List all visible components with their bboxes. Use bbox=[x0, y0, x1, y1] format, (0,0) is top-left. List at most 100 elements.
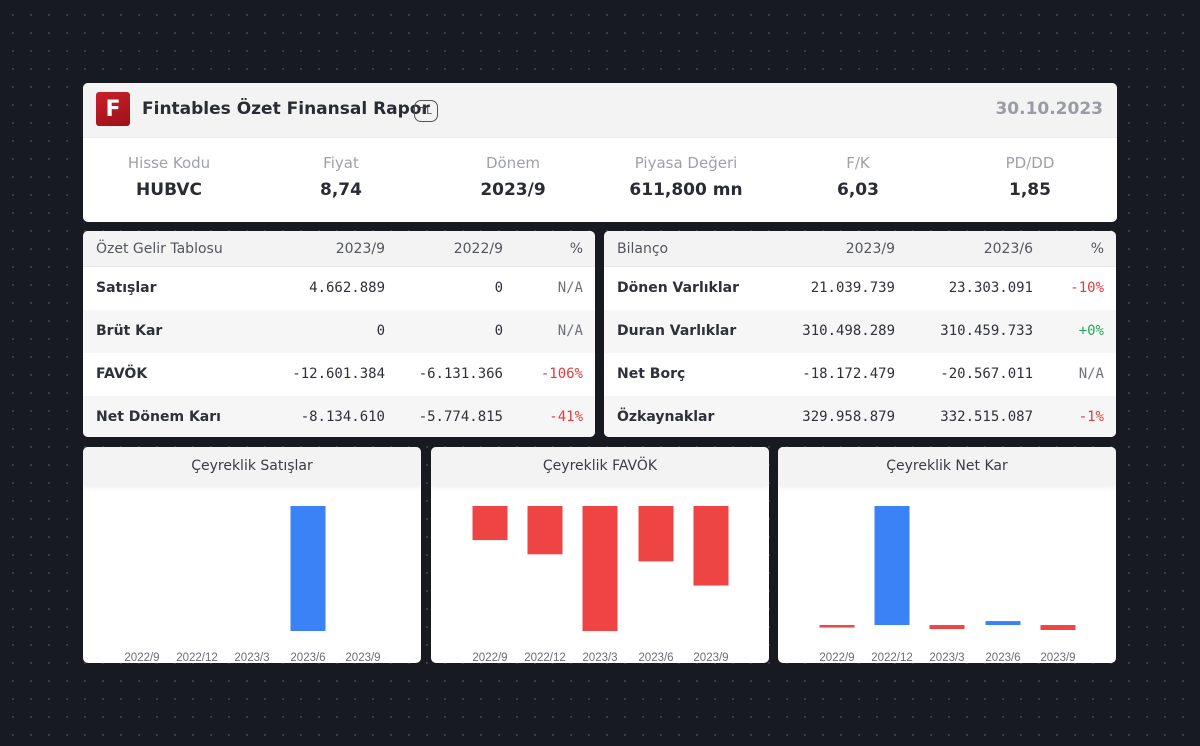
chart-bar bbox=[874, 506, 910, 626]
report-date: 30.10.2023 bbox=[995, 99, 1103, 119]
table-row: Net Dönem Karı -8.134.610 -5.774.815 -41… bbox=[83, 396, 595, 437]
x-tick-label: 2022/12 bbox=[176, 652, 218, 663]
x-tick-label: 2023/6 bbox=[985, 652, 1020, 663]
metric-market-cap: Piyasa Değeri 611,800 mn bbox=[591, 138, 781, 200]
metric-label: Fiyat bbox=[323, 154, 359, 172]
cell-change: N/A bbox=[1078, 366, 1104, 382]
x-tick-label: 2023/6 bbox=[638, 652, 673, 663]
chart-bar bbox=[638, 506, 674, 562]
metric-label: Piyasa Değeri bbox=[634, 154, 738, 172]
cell-current: -8.134.610 bbox=[300, 409, 385, 425]
chart-bar bbox=[929, 625, 965, 630]
cell-current: 4.662.889 bbox=[309, 280, 385, 296]
balance-sheet-table: Bilanço 2023/9 2023/6 % Dönen Varlıklar … bbox=[604, 231, 1116, 437]
chart-title: Çeyreklik FAVÖK bbox=[431, 447, 769, 485]
x-tick-label: 2023/9 bbox=[345, 652, 380, 663]
row-label: Dönen Varlıklar bbox=[617, 280, 740, 296]
table-row: Net Borç -18.172.479 -20.567.011 N/A bbox=[604, 353, 1116, 396]
x-tick-label: 2023/3 bbox=[234, 652, 269, 663]
fintables-logo-icon: F bbox=[96, 92, 130, 126]
report-title: Fintables Özet Finansal Rapor bbox=[142, 99, 430, 119]
cell-change: -106% bbox=[540, 366, 583, 382]
cell-previous: 310.459.733 bbox=[940, 323, 1033, 339]
x-tick-label: 2022/9 bbox=[472, 652, 507, 663]
chart-title: Çeyreklik Satışlar bbox=[83, 447, 421, 485]
cell-change: +0% bbox=[1078, 323, 1104, 339]
x-tick-label: 2022/9 bbox=[819, 652, 854, 663]
metric-label: PD/DD bbox=[1005, 154, 1055, 172]
metric-value: 6,03 bbox=[837, 180, 879, 200]
chart-bar bbox=[819, 625, 855, 628]
cell-change: -41% bbox=[549, 409, 583, 425]
table-row: Brüt Kar 0 0 N/A bbox=[83, 310, 595, 353]
x-tick-label: 2023/6 bbox=[290, 652, 325, 663]
x-tick-label: 2022/9 bbox=[124, 652, 159, 663]
x-tick-label: 2023/3 bbox=[929, 652, 964, 663]
metric-label: Hisse Kodu bbox=[127, 154, 211, 172]
income-statement-table: Özet Gelir Tablosu 2023/9 2022/9 % Satış… bbox=[83, 231, 595, 437]
x-tick-label: 2022/12 bbox=[524, 652, 566, 663]
row-label: Net Dönem Karı bbox=[96, 409, 221, 425]
row-label: Satışlar bbox=[96, 280, 157, 296]
chart-bar bbox=[582, 506, 618, 631]
column-header: % bbox=[1090, 241, 1104, 257]
table-row: Satışlar 4.662.889 0 N/A bbox=[83, 267, 595, 310]
row-label: Özkaynaklar bbox=[617, 409, 715, 425]
x-tick-label: 2022/12 bbox=[871, 652, 913, 663]
cell-current: 329.958.879 bbox=[802, 409, 895, 425]
chart-bar bbox=[1040, 625, 1076, 631]
column-header: 2023/9 bbox=[335, 241, 385, 257]
quarterly-sales-chart: 2022/9 2022/12 2023/3 2023/6 2023/9 Çeyrekli… bbox=[83, 447, 421, 663]
chart-bar bbox=[693, 506, 729, 586]
table-row: Özkaynaklar 329.958.879 332.515.087 -1% bbox=[604, 396, 1116, 437]
chart-plot: 2022/9 2022/12 2023/3 2023/6 2023/9 bbox=[124, 506, 381, 663]
cell-previous: 23.303.091 bbox=[948, 280, 1033, 296]
table-row: Dönen Varlıklar 21.039.739 23.303.091 -1… bbox=[604, 267, 1116, 310]
chart-plot: 2022/9 2022/12 2023/3 2023/6 2023/9 bbox=[819, 506, 1076, 663]
column-header: 2023/9 bbox=[845, 241, 895, 257]
cell-previous: -20.567.011 bbox=[940, 366, 1033, 382]
table-row: FAVÖK -12.601.384 -6.131.366 -106% bbox=[83, 353, 595, 396]
cell-change: -1% bbox=[1078, 409, 1104, 425]
cell-change: N/A bbox=[557, 280, 583, 296]
chart-bar bbox=[472, 506, 508, 541]
metric-value: 611,800 mn bbox=[629, 180, 743, 200]
header-bar: F Fintables Özet Finansal Rapor TL 30.10… bbox=[83, 83, 1117, 138]
metric-value: HUBVC bbox=[136, 180, 202, 200]
x-tick-label: 2023/3 bbox=[582, 652, 617, 663]
cell-previous: -6.131.366 bbox=[418, 366, 503, 382]
currency-badge: TL bbox=[414, 100, 438, 122]
metric-label: F/K bbox=[846, 154, 870, 172]
cell-current: 310.498.289 bbox=[802, 323, 895, 339]
table-header-row: Özet Gelir Tablosu 2023/9 2022/9 % bbox=[83, 231, 595, 267]
cell-change: N/A bbox=[557, 323, 583, 339]
metric-value: 8,74 bbox=[320, 180, 362, 200]
report-header-card: F Fintables Özet Finansal Rapor TL 30.10… bbox=[83, 83, 1117, 222]
chart-bar bbox=[527, 506, 563, 555]
table-header-row: Bilanço 2023/9 2023/6 % bbox=[604, 231, 1116, 267]
chart-title: Çeyreklik Net Kar bbox=[778, 447, 1116, 485]
cell-previous: 0 bbox=[494, 280, 503, 296]
metric-label: Dönem bbox=[485, 154, 541, 172]
column-header: Bilanço bbox=[617, 241, 669, 257]
x-tick-label: 2023/9 bbox=[1040, 652, 1075, 663]
row-label: Duran Varlıklar bbox=[617, 323, 737, 339]
cell-change: -10% bbox=[1070, 280, 1104, 296]
row-label: Net Borç bbox=[617, 366, 686, 382]
cell-current: 0 bbox=[376, 323, 385, 339]
cell-current: 21.039.739 bbox=[810, 280, 895, 296]
metric-stock-code: Hisse Kodu HUBVC bbox=[83, 138, 264, 200]
chart-plot: 2022/9 2022/12 2023/3 2023/6 2023/9 bbox=[472, 506, 729, 663]
metric-pb: PD/DD 1,85 bbox=[935, 138, 1117, 200]
metric-value: 1,85 bbox=[1009, 180, 1051, 200]
column-header: % bbox=[569, 241, 583, 257]
row-label: Brüt Kar bbox=[96, 323, 163, 339]
cell-current: -18.172.479 bbox=[802, 366, 895, 382]
column-header: Özet Gelir Tablosu bbox=[96, 241, 223, 257]
quarterly-net-profit-chart: 2022/9 2022/12 2023/3 2023/6 2023/9 Çeyrekli… bbox=[778, 447, 1116, 663]
metric-price: Fiyat 8,74 bbox=[246, 138, 436, 200]
cell-current: -12.601.384 bbox=[292, 366, 385, 382]
chart-bar bbox=[290, 506, 326, 631]
cell-previous: -5.774.815 bbox=[418, 409, 503, 425]
metrics-row: Hisse Kodu HUBVC Fiyat 8,74 Dönem 2023/9… bbox=[83, 138, 1117, 222]
